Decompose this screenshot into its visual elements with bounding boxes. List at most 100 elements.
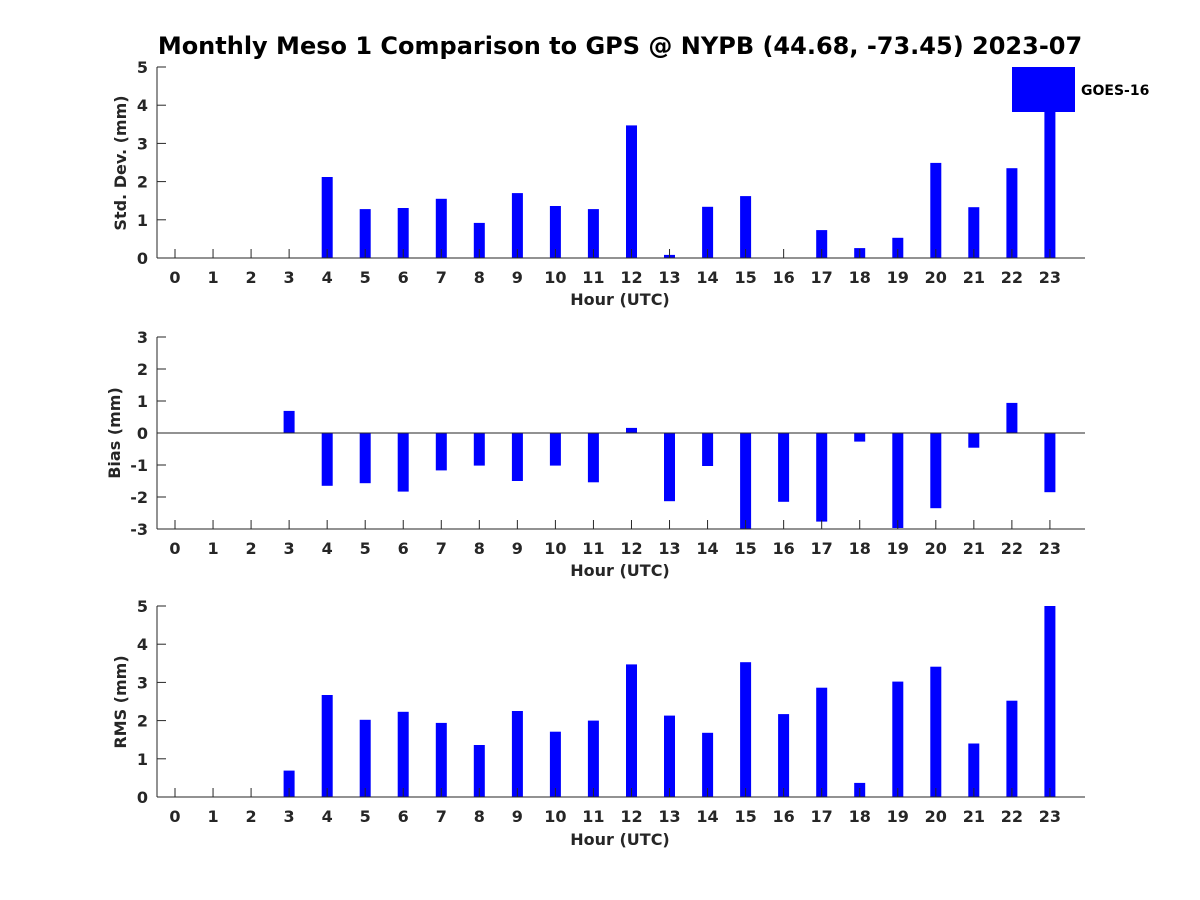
std-dev-xtick-label: 13 <box>658 268 680 287</box>
legend-swatch <box>1012 67 1075 112</box>
rms-bar-3 <box>283 770 295 797</box>
bias-bar-21 <box>968 433 980 448</box>
bias-xtick-label: 4 <box>322 539 333 558</box>
panel-bias-bars <box>283 402 1056 529</box>
bias-xtick-label: 0 <box>169 539 180 558</box>
bias-ytick-label: -2 <box>130 488 148 507</box>
bias-bar-16 <box>778 433 790 502</box>
bias-xtick-label: 23 <box>1039 539 1061 558</box>
bias-ytick-label: 2 <box>137 360 148 379</box>
rms-xtick-label: 22 <box>1001 807 1023 826</box>
rms-bar-6 <box>397 711 409 797</box>
std-dev-xtick-label: 23 <box>1039 268 1061 287</box>
rms-ytick-label: 2 <box>137 712 148 731</box>
bias-xtick-label: 17 <box>811 539 833 558</box>
rms-ytick-label: 3 <box>137 673 148 692</box>
rms-xtick-label: 13 <box>658 807 680 826</box>
rms-ytick-label: 1 <box>137 750 148 769</box>
rms-bar-11 <box>587 720 599 797</box>
std-dev-bar-6 <box>397 208 409 258</box>
std-dev-ytick-label: 5 <box>137 58 148 77</box>
rms-xtick-label: 3 <box>284 807 295 826</box>
rms-xtick-label: 1 <box>207 807 218 826</box>
std-dev-bar-17 <box>816 230 828 258</box>
rms-xtick-label: 5 <box>360 807 371 826</box>
bias-xtick-label: 10 <box>544 539 566 558</box>
rms-xtick-label: 9 <box>512 807 523 826</box>
rms-xtick-label: 16 <box>773 807 795 826</box>
rms-xtick-label: 6 <box>398 807 409 826</box>
std-dev-bar-22 <box>1006 168 1018 258</box>
rms-bar-23 <box>1044 606 1056 797</box>
panel-std-dev-bars <box>321 86 1056 259</box>
rms-xtick-label: 23 <box>1039 807 1061 826</box>
bias-ytick-label: -1 <box>130 456 148 475</box>
std-dev-xtick-label: 2 <box>246 268 257 287</box>
std-dev-xtick-label: 8 <box>474 268 485 287</box>
bias-xtick-label: 22 <box>1001 539 1023 558</box>
bias-xtick-label: 1 <box>207 539 218 558</box>
std-dev-xtick-label: 18 <box>849 268 871 287</box>
std-dev-xtick-label: 12 <box>620 268 642 287</box>
std-dev-xtick-label: 3 <box>284 268 295 287</box>
std-dev-bar-12 <box>626 125 637 259</box>
bias-bar-15 <box>740 433 752 529</box>
std-dev-bar-5 <box>359 209 371 258</box>
std-dev-xtick-label: 11 <box>582 268 604 287</box>
rms-xtick-label: 8 <box>474 807 485 826</box>
bias-xtick-label: 3 <box>284 539 295 558</box>
bias-bar-10 <box>549 433 561 466</box>
std-dev-bar-23 <box>1044 86 1056 258</box>
rms-bar-4 <box>321 695 333 797</box>
std-dev-bar-21 <box>968 207 980 258</box>
rms-bar-14 <box>702 732 714 797</box>
bias-xtick-label: 18 <box>849 539 871 558</box>
std-dev-bar-7 <box>435 198 447 258</box>
panel-rms-bars <box>283 606 1056 797</box>
std-dev-bar-4 <box>321 177 333 258</box>
bias-xtick-label: 8 <box>474 539 485 558</box>
bias-xtick-label: 2 <box>246 539 257 558</box>
std-dev-xtick-label: 22 <box>1001 268 1023 287</box>
bias-xtick-label: 11 <box>582 539 604 558</box>
rms-bar-21 <box>968 743 980 797</box>
bias-xtick-label: 21 <box>963 539 985 558</box>
bias-xtick-label: 9 <box>512 539 523 558</box>
bias-bar-5 <box>359 433 371 484</box>
rms-xtick-label: 17 <box>811 807 833 826</box>
rms-xtick-label: 11 <box>582 807 604 826</box>
bias-bar-20 <box>930 433 942 509</box>
rms-bar-15 <box>740 662 752 797</box>
legend: GOES-16 <box>1012 67 1149 112</box>
bias-xtick-label: 14 <box>696 539 718 558</box>
std-dev-ytick-label: 2 <box>137 173 148 192</box>
bias-xtick-label: 6 <box>398 539 409 558</box>
bias-bar-17 <box>816 433 828 522</box>
bias-bar-13 <box>664 433 675 502</box>
panel-rms-xlabel: Hour (UTC) <box>570 830 670 849</box>
std-dev-xtick-label: 20 <box>925 268 947 287</box>
rms-xtick-label: 18 <box>849 807 871 826</box>
std-dev-xtick-label: 5 <box>360 268 371 287</box>
std-dev-xtick-label: 17 <box>811 268 833 287</box>
bias-bar-23 <box>1044 433 1056 493</box>
std-dev-xtick-label: 21 <box>963 268 985 287</box>
rms-xtick-label: 21 <box>963 807 985 826</box>
std-dev-bar-11 <box>587 209 599 258</box>
rms-bar-9 <box>511 711 523 797</box>
bias-xtick-label: 12 <box>620 539 642 558</box>
std-dev-xtick-label: 7 <box>436 268 447 287</box>
bias-bar-4 <box>321 433 333 486</box>
std-dev-ytick-label: 1 <box>137 211 148 230</box>
rms-xtick-label: 19 <box>887 807 909 826</box>
bias-bar-9 <box>511 433 523 481</box>
bias-bar-19 <box>892 433 904 528</box>
rms-bar-19 <box>892 681 904 797</box>
bias-xtick-label: 5 <box>360 539 371 558</box>
panel-bias-xlabel: Hour (UTC) <box>570 561 670 580</box>
std-dev-bar-8 <box>473 222 485 258</box>
